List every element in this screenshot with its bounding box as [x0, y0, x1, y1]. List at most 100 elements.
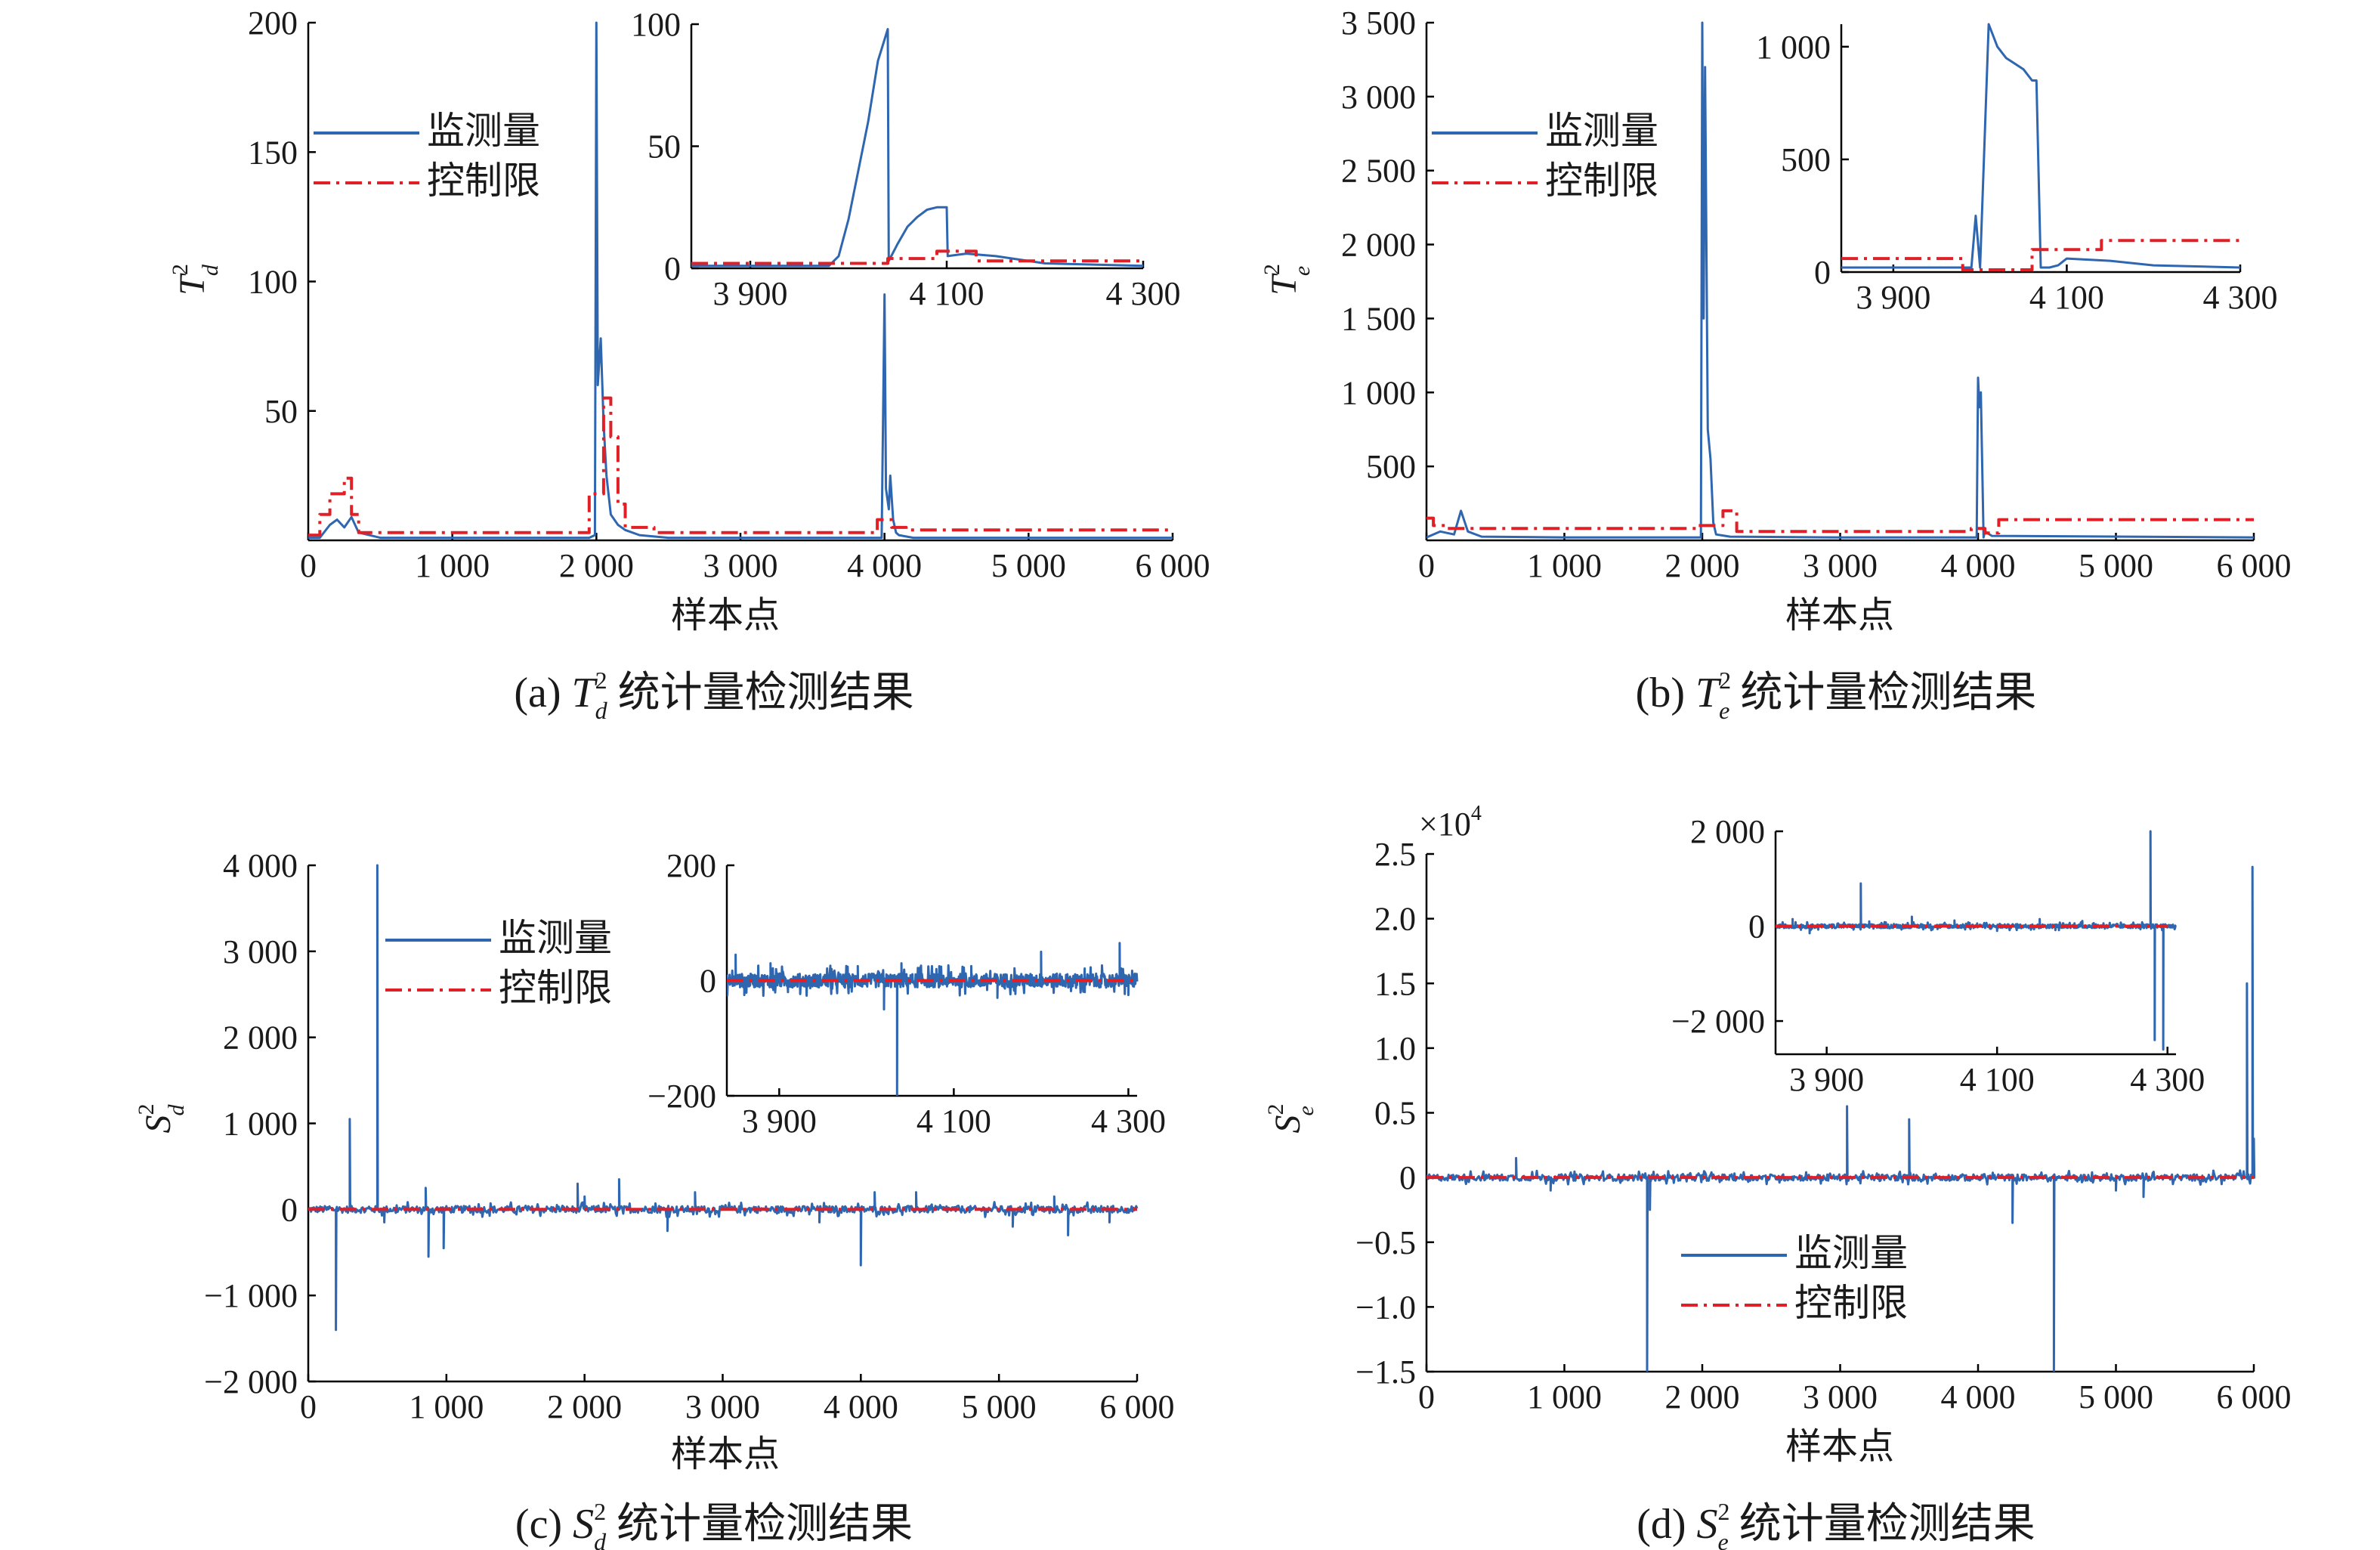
- main-xtick-label: 5 000: [2079, 1378, 2153, 1415]
- inset-ytick-label: 0: [1814, 254, 1831, 291]
- inset-ytick-label: 100: [631, 6, 681, 43]
- main-ytick-label: 100: [248, 264, 298, 301]
- sci-multiplier: ×104: [1419, 802, 1482, 843]
- main-xtick-label: 2 000: [559, 547, 634, 584]
- inset-xtick-label: 4 100: [2029, 279, 2104, 316]
- inset-c: 3 900 4 100 4 300 −200 0 200: [648, 847, 1166, 1140]
- main-ytick-label: −1 000: [204, 1277, 298, 1314]
- main-ytick-label: 2 000: [1341, 227, 1416, 264]
- main-xtick-label: 5 000: [962, 1388, 1037, 1425]
- main-ytick-label: 2 000: [223, 1019, 298, 1057]
- main-xtick-label: 4 000: [1941, 1378, 2016, 1415]
- main-xtick-label: 6 000: [2217, 547, 2292, 584]
- panel-d: 0 1 000 2 000 3 000 4 000 5 000 6 000 −1.5 −1.0 −…: [1263, 813, 2292, 1550]
- main-xtick-label: 3 000: [1803, 547, 1878, 584]
- inset-ytick-label: 0: [700, 963, 716, 1000]
- inset-a: 3 900 4 100 4 300 0 50 100: [631, 6, 1181, 312]
- panel-caption: (d) S2 e 统计量检测结果: [1637, 1498, 2035, 1550]
- inset-xtick-label: 3 900: [1856, 279, 1930, 316]
- main-ytick-label: 4 000: [223, 847, 298, 884]
- inset-ytick-label: 0: [1748, 908, 1765, 945]
- panel-caption: (c) S2 d 统计量检测结果: [515, 1498, 913, 1550]
- inset-ytick-label: 0: [664, 250, 681, 287]
- main-ytick-label: 1.0: [1374, 1030, 1416, 1067]
- panel-c: 0 1 000 2 000 3 000 4 000 5 000 6 000 −2 000 −1 …: [134, 847, 1175, 1550]
- y-axis-label: S2 d: [134, 1104, 189, 1134]
- main-ytick-label: 2.5: [1374, 836, 1416, 873]
- main-xtick-label: 0: [1418, 1378, 1435, 1415]
- legend-limit-label: 控制限: [427, 159, 540, 202]
- main-ytick-label: 150: [248, 134, 298, 171]
- legend-limit-label: 控制限: [499, 967, 612, 1009]
- inset-xtick-label: 4 100: [910, 275, 984, 312]
- main-xtick-label: 5 000: [2079, 547, 2153, 584]
- panel-caption: (a) T2 d 统计量检测结果: [514, 667, 913, 724]
- main-ytick-label: 3 000: [1341, 79, 1416, 116]
- main-ytick-label: 200: [248, 5, 298, 42]
- main-xtick-label: 3 000: [703, 547, 778, 584]
- x-axis-label: 样本点: [671, 596, 780, 636]
- main-xtick-label: 0: [300, 547, 317, 584]
- main-xtick-label: 4 000: [847, 547, 922, 584]
- main-xtick-label: 3 000: [685, 1388, 760, 1425]
- inset-ytick-label: 2 000: [1690, 813, 1765, 850]
- panel-b: 0 1 000 2 000 3 000 4 000 5 000 6 000 500 1 000 1…: [1260, 5, 2292, 724]
- main-xtick-label: 1 000: [409, 1388, 484, 1425]
- legend-monitor-label: 监测量: [1794, 1232, 1908, 1274]
- panel-caption: (b) T2 e 统计量检测结果: [1636, 667, 2037, 724]
- legend-monitor-label: 监测量: [1545, 110, 1658, 152]
- panel-b-inset-limit-line: [1841, 239, 2240, 271]
- inset-xtick-label: 4 300: [1106, 275, 1181, 312]
- inset-ytick-label: −200: [648, 1078, 716, 1115]
- main-ytick-label: 1 000: [1341, 374, 1416, 411]
- main-ytick-label: 3 500: [1341, 5, 1416, 42]
- inset-xtick-label: 3 900: [713, 275, 788, 312]
- main-xtick-label: 6 000: [1136, 547, 1210, 584]
- inset-xtick-label: 4 300: [2203, 279, 2278, 316]
- main-ytick-label: 50: [264, 393, 298, 430]
- x-axis-label: 样本点: [671, 1434, 780, 1474]
- panel-d-main-monitor-line: [1426, 865, 2256, 1372]
- inset-ytick-label: 200: [666, 847, 716, 884]
- main-xtick-label: 1 000: [415, 547, 490, 584]
- legend-monitor-label: 监测量: [427, 110, 540, 152]
- panel-a-inset-monitor-line: [691, 28, 1144, 268]
- panel-b-main-monitor-line: [1426, 21, 2255, 539]
- panel-b-inset-monitor-line: [1841, 23, 2241, 269]
- main-xtick-label: 0: [300, 1388, 317, 1425]
- main-xtick-label: 4 000: [1941, 547, 2016, 584]
- inset-xtick-label: 3 900: [742, 1103, 817, 1140]
- y-axis-label: T2 d: [168, 264, 223, 295]
- y-axis-label: T2 e: [1260, 264, 1315, 295]
- inset-xtick-label: 4 100: [916, 1103, 991, 1140]
- panel-c-inset-monitor-line: [727, 942, 1139, 1096]
- main-ytick-label: 1 500: [1341, 300, 1416, 337]
- main-xtick-label: 3 000: [1803, 1378, 1878, 1415]
- main-xtick-label: 2 000: [1665, 1378, 1740, 1415]
- main-xtick-label: 1 000: [1527, 1378, 1602, 1415]
- main-xtick-label: 6 000: [1100, 1388, 1175, 1425]
- panel-a-main-limit-line: [308, 396, 1173, 537]
- main-ytick-label: −0.5: [1355, 1224, 1416, 1261]
- main-ytick-label: 1 000: [223, 1106, 298, 1143]
- inset-xtick-label: 4 300: [1091, 1103, 1166, 1140]
- main-ytick-label: 0: [281, 1191, 298, 1228]
- inset-ytick-label: 1 000: [1756, 29, 1831, 66]
- main-xtick-label: 2 000: [547, 1388, 622, 1425]
- main-ytick-label: 500: [1366, 448, 1416, 485]
- y-axis-label: S2 e: [1263, 1104, 1318, 1134]
- panel-a-inset-limit-line: [691, 249, 1143, 265]
- inset-b: 3 900 4 100 4 300 0 500 1 000: [1756, 23, 2278, 316]
- inset-ytick-label: −2 000: [1671, 1003, 1765, 1040]
- x-axis-label: 样本点: [1785, 1427, 1894, 1467]
- inset-xtick-label: 4 300: [2130, 1061, 2205, 1098]
- main-xtick-label: 6 000: [2217, 1378, 2292, 1415]
- main-xtick-label: 4 000: [824, 1388, 898, 1425]
- inset-ytick-label: 500: [1781, 141, 1831, 178]
- legend-limit-label: 控制限: [1545, 159, 1658, 202]
- panel-c-main-monitor-line: [308, 864, 1139, 1332]
- legend-limit-label: 控制限: [1794, 1282, 1908, 1324]
- main-ytick-label: 3 000: [223, 933, 298, 970]
- main-ytick-label: −1.5: [1355, 1354, 1416, 1391]
